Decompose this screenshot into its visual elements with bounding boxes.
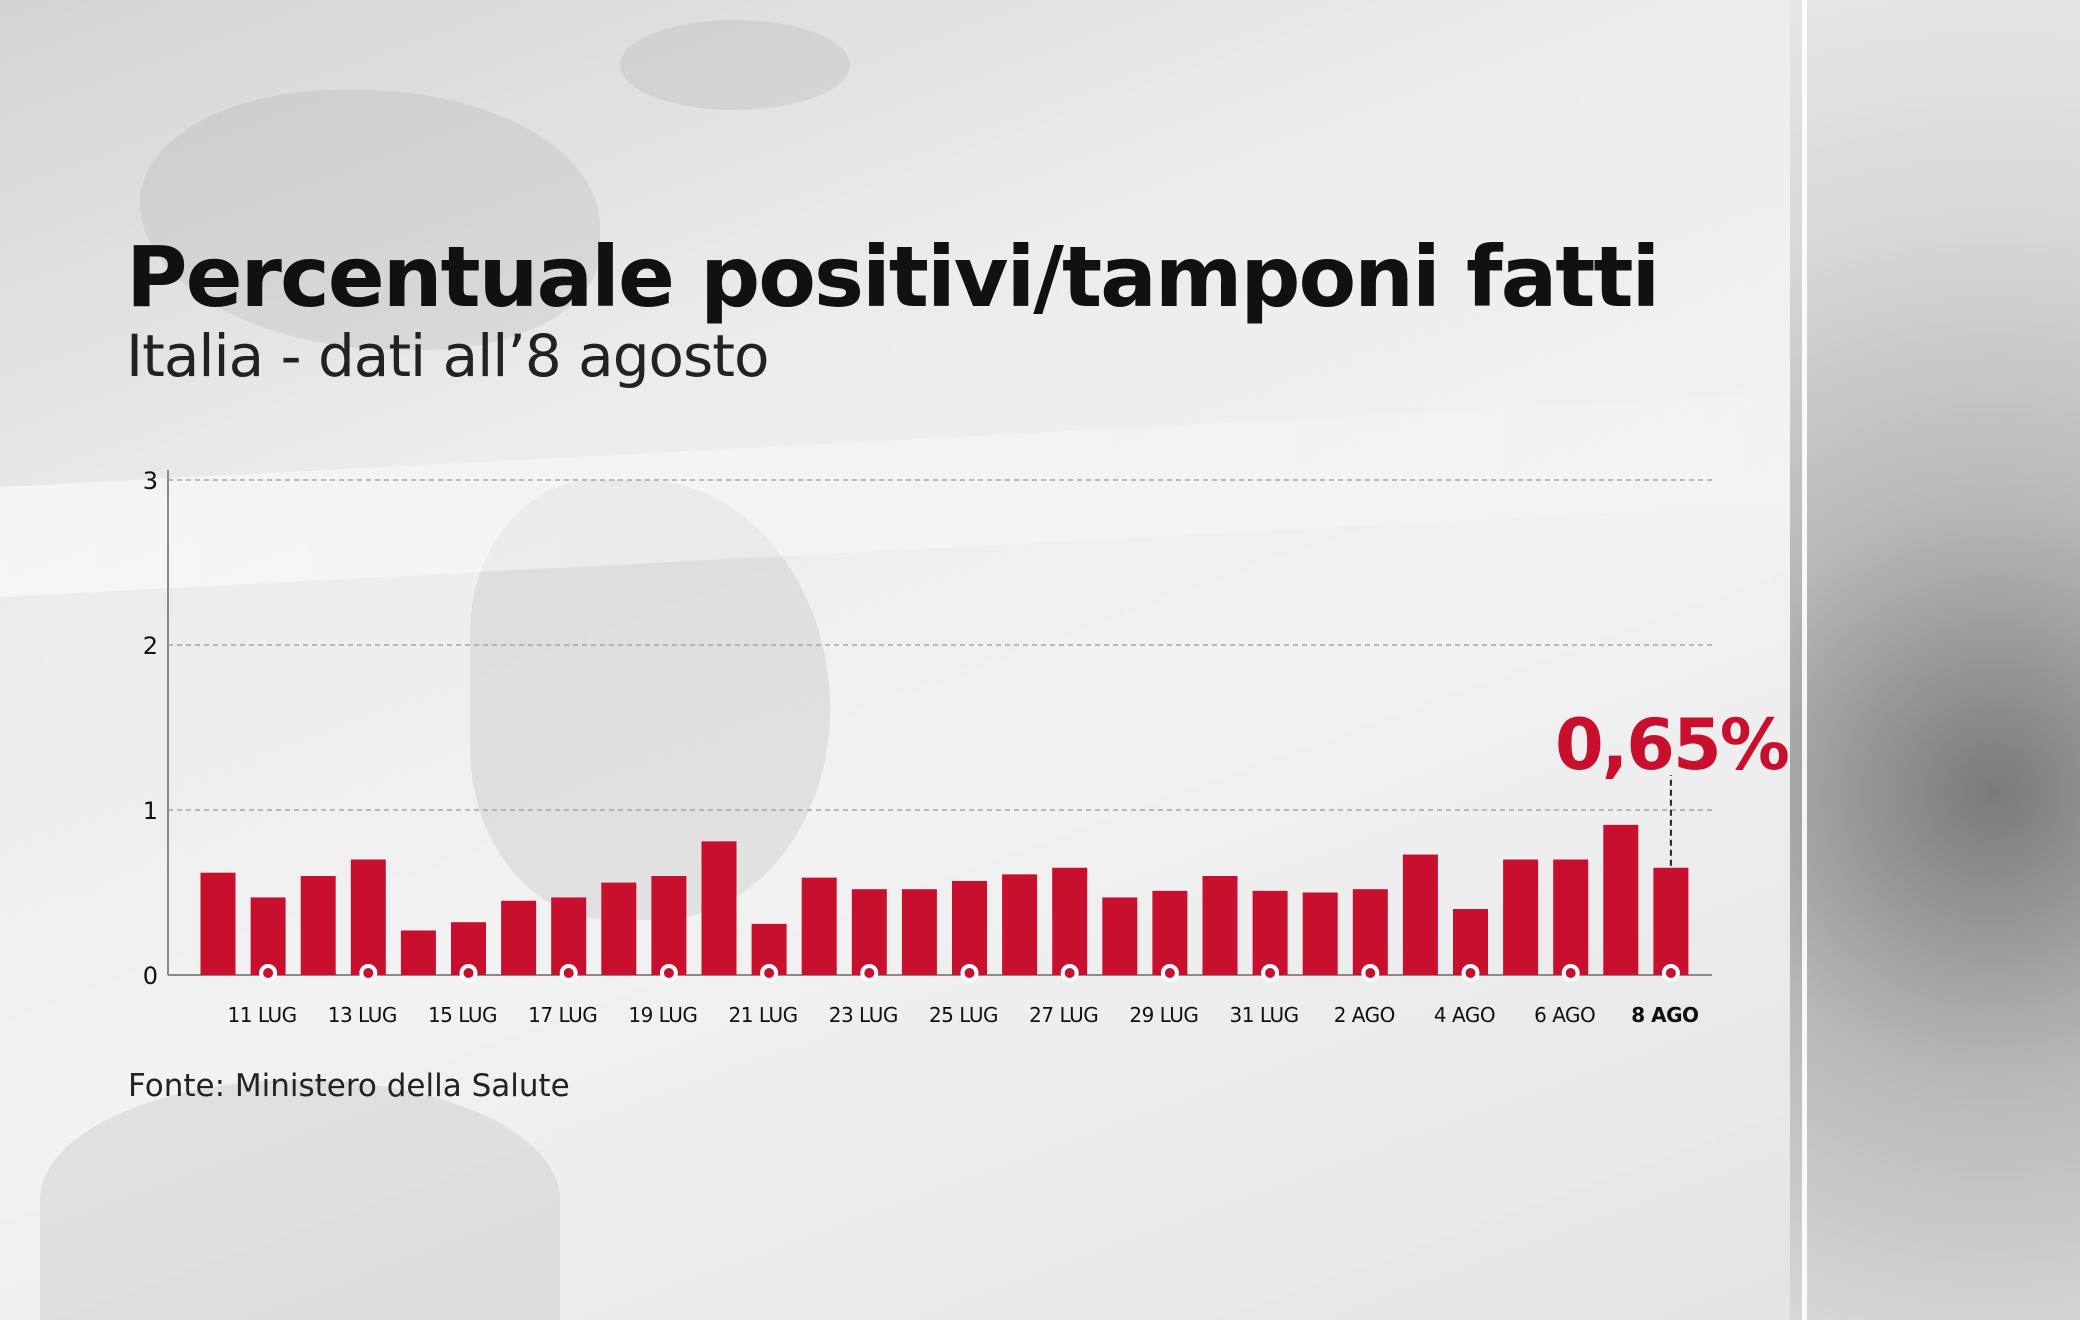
bar — [1603, 824, 1639, 975]
world-map-background — [140, 90, 600, 350]
bar — [1653, 867, 1689, 975]
x-tick-marker — [559, 964, 578, 982]
bar — [1352, 889, 1388, 975]
y-tick-label: 1 — [143, 797, 158, 825]
bar — [1402, 854, 1438, 975]
x-tick-marker — [760, 964, 779, 982]
x-tick-marker — [1160, 964, 1179, 982]
x-tick-label: 13 LUG — [328, 1003, 397, 1027]
bar — [300, 876, 336, 975]
world-map-background — [40, 1080, 560, 1320]
last-value-callout: 0,65% — [1555, 704, 1790, 786]
bar — [701, 841, 737, 975]
panel-divider — [1802, 0, 1807, 1320]
x-tick-marker — [1661, 964, 1680, 982]
x-tick-marker — [359, 964, 378, 982]
x-tick-marker — [960, 964, 979, 982]
page-title: Percentuale positivi/tamponi fatti — [126, 228, 1660, 326]
x-tick-marker — [1361, 964, 1380, 982]
x-tick-label: 2 AGO — [1334, 1003, 1395, 1027]
bar — [1503, 859, 1539, 975]
x-tick-label: 19 LUG — [628, 1003, 697, 1027]
bar — [1152, 890, 1188, 975]
bar — [1052, 867, 1088, 975]
x-tick-marker — [1461, 964, 1480, 982]
bar — [1102, 897, 1138, 975]
x-tick-label: 31 LUG — [1230, 1003, 1299, 1027]
y-tick-label: 3 — [143, 467, 158, 495]
bar — [1202, 876, 1238, 975]
bar — [601, 882, 637, 975]
x-tick-label: 15 LUG — [428, 1003, 497, 1027]
x-tick-label: 27 LUG — [1029, 1003, 1098, 1027]
bar — [1002, 874, 1038, 975]
bar — [551, 897, 587, 975]
bar — [651, 876, 687, 975]
world-map-background — [620, 20, 850, 110]
bar — [901, 889, 937, 975]
page-subtitle: Italia - dati all’8 agosto — [126, 322, 769, 390]
bar — [400, 930, 436, 975]
bar — [952, 880, 987, 975]
bar — [250, 897, 286, 975]
x-tick-label: 8 AGO — [1631, 1003, 1698, 1027]
x-tick-label: 25 LUG — [929, 1003, 998, 1027]
bar — [851, 889, 887, 975]
x-tick-marker — [659, 964, 678, 982]
x-tick-label: 29 LUG — [1129, 1003, 1198, 1027]
x-tick-label: 17 LUG — [528, 1003, 597, 1027]
source-note: Fonte: Ministero della Salute — [128, 1068, 570, 1104]
bar — [501, 900, 537, 975]
x-tick-marker — [1261, 964, 1280, 982]
y-tick-label: 0 — [143, 962, 158, 990]
bar — [1302, 892, 1338, 975]
bar — [1252, 890, 1288, 975]
x-tick-label: 23 LUG — [829, 1003, 898, 1027]
bar — [350, 859, 386, 975]
x-tick-marker — [1561, 964, 1580, 982]
x-tick-marker — [1060, 964, 1079, 982]
x-tick-label: 6 AGO — [1534, 1003, 1595, 1027]
bar — [1553, 859, 1589, 975]
x-tick-marker — [860, 964, 879, 982]
x-tick-marker — [459, 964, 478, 982]
x-tick-marker — [259, 964, 278, 982]
virus-image-panel — [1790, 0, 2080, 1320]
x-tick-label: 4 AGO — [1434, 1003, 1495, 1027]
x-tick-label: 11 LUG — [228, 1003, 297, 1027]
y-tick-label: 2 — [143, 632, 158, 660]
bar — [200, 872, 236, 975]
bar — [801, 877, 837, 975]
x-tick-label: 21 LUG — [729, 1003, 798, 1027]
